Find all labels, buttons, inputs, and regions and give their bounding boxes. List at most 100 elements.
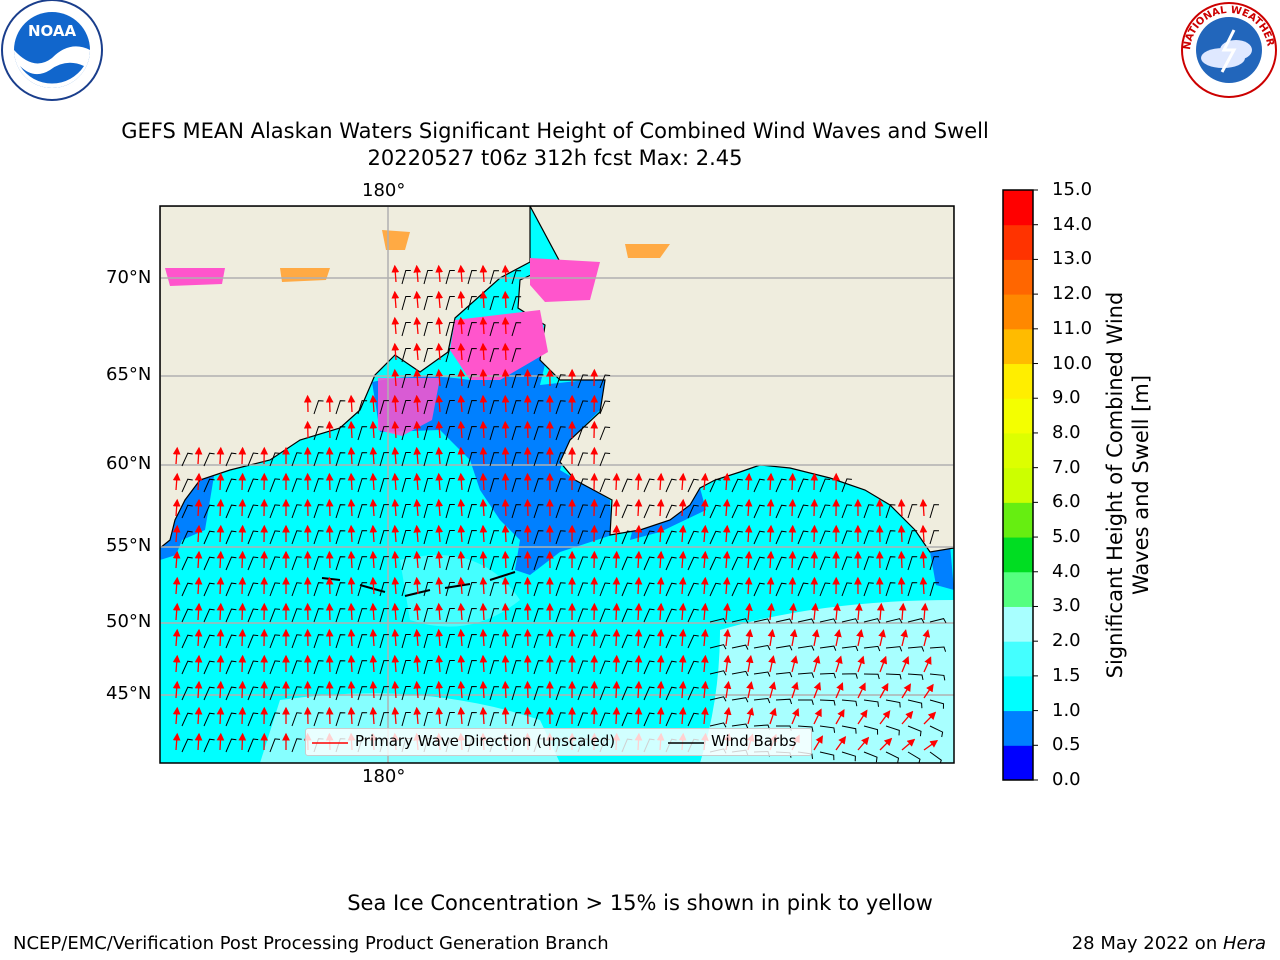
wind-barb (247, 452, 259, 467)
wind-barb (401, 374, 411, 389)
wind-barb (181, 608, 193, 623)
wind-barb (665, 582, 677, 597)
wind-barb (423, 686, 433, 701)
wind-barb (885, 582, 896, 597)
wind-barb (269, 634, 281, 649)
colorbar-tick-label: 0.5 (1052, 734, 1081, 756)
wave-direction-arrow (834, 629, 842, 647)
wind-barb (511, 712, 522, 727)
wind-barb (401, 348, 411, 363)
wave-direction-arrow (325, 576, 334, 595)
wind-barb (665, 530, 677, 545)
wave-direction-arrow (678, 576, 687, 595)
wave-direction-arrow (457, 498, 466, 517)
wind-barb (291, 452, 302, 467)
wind-barb (181, 634, 193, 649)
wave-direction-arrow (878, 629, 886, 647)
wind-barb (357, 712, 368, 727)
wind-barb (401, 426, 411, 441)
wind-barb (731, 582, 743, 597)
colorbar-tick-label: 10.0 (1052, 352, 1093, 374)
wind-barb (621, 634, 633, 649)
wind-barb (401, 608, 411, 623)
wind-barb (841, 725, 857, 734)
wind-barb (533, 582, 544, 597)
wind-barb (357, 478, 368, 493)
wave-direction-arrow (745, 628, 754, 647)
wave-direction-arrow (700, 654, 709, 673)
wind-barb (577, 608, 588, 623)
wind-barb (687, 504, 699, 519)
wave-direction-arrow (923, 711, 937, 725)
wind-barb (753, 697, 771, 704)
wind-barb (665, 712, 677, 727)
wave-direction-arrow (879, 710, 891, 725)
wave-direction-arrow (325, 472, 334, 491)
wave-direction-arrow (457, 316, 466, 335)
wave-direction-arrow (876, 602, 885, 621)
wave-direction-arrow (216, 602, 225, 621)
wind-barb (797, 530, 809, 545)
wind-barb (445, 582, 455, 597)
wave-direction-arrow (766, 524, 775, 543)
wind-barb (401, 296, 411, 311)
wave-direction-arrow (612, 472, 621, 491)
wave-direction-arrow (216, 576, 225, 595)
wind-barb (753, 478, 765, 493)
wave-direction-arrow (369, 394, 378, 413)
wave-direction-arrow (790, 655, 799, 673)
wind-barb (379, 452, 389, 467)
colorbar-tick-label: 11.0 (1052, 317, 1093, 339)
wind-barb (445, 634, 455, 649)
wind-barb (467, 685, 477, 701)
wind-barb (819, 504, 831, 519)
wind-barb (577, 374, 588, 389)
wind-barb (225, 556, 237, 571)
wind-barb (313, 452, 324, 467)
wind-barb (555, 504, 566, 519)
wind-barb (203, 452, 215, 467)
wave-direction-arrow (216, 550, 225, 569)
wave-direction-arrow (347, 654, 356, 673)
colorbar-bin (1003, 502, 1033, 538)
wind-barb (533, 634, 544, 649)
wind-barb (798, 699, 814, 705)
colorbar-tick-label: 3.0 (1052, 595, 1081, 617)
wind-barb (841, 478, 852, 493)
wave-direction-arrow (238, 706, 247, 725)
wind-barb (885, 673, 902, 680)
wind-barb (797, 618, 815, 624)
wind-barb (731, 697, 749, 703)
wind-barb (445, 374, 455, 389)
wave-direction-arrow (700, 524, 709, 543)
wind-barb (599, 478, 611, 493)
wave-direction-arrow (722, 576, 731, 595)
wind-barb (379, 478, 389, 493)
wave-direction-arrow (744, 524, 753, 543)
wave-direction-arrow (369, 524, 378, 543)
wind-barb (445, 608, 455, 623)
wind-barb (181, 452, 193, 467)
wind-barb (885, 504, 896, 519)
sea-ice (382, 230, 410, 250)
wind-barb (555, 686, 566, 701)
wind-barb (269, 556, 281, 571)
wind-barb (423, 504, 433, 519)
wind-barb (533, 478, 544, 493)
wind-barb (709, 556, 721, 571)
wave-direction-arrow (523, 602, 532, 621)
wave-direction-arrow (347, 446, 356, 465)
wind-barb (357, 660, 368, 675)
wave-direction-arrow (238, 602, 247, 621)
wind-barb (423, 322, 433, 337)
wave-direction-arrow (634, 524, 643, 543)
wind-barb (555, 712, 566, 727)
wave-direction-arrow (656, 576, 665, 595)
lon-label-bottom: 180° (362, 766, 406, 787)
wind-barb (643, 556, 655, 571)
footer-left: NCEP/EMC/Verification Post Processing Pr… (13, 933, 609, 954)
wind-barb (621, 582, 633, 597)
wind-barb (181, 686, 193, 701)
wind-barb (467, 269, 477, 285)
wind-barb (379, 556, 389, 571)
